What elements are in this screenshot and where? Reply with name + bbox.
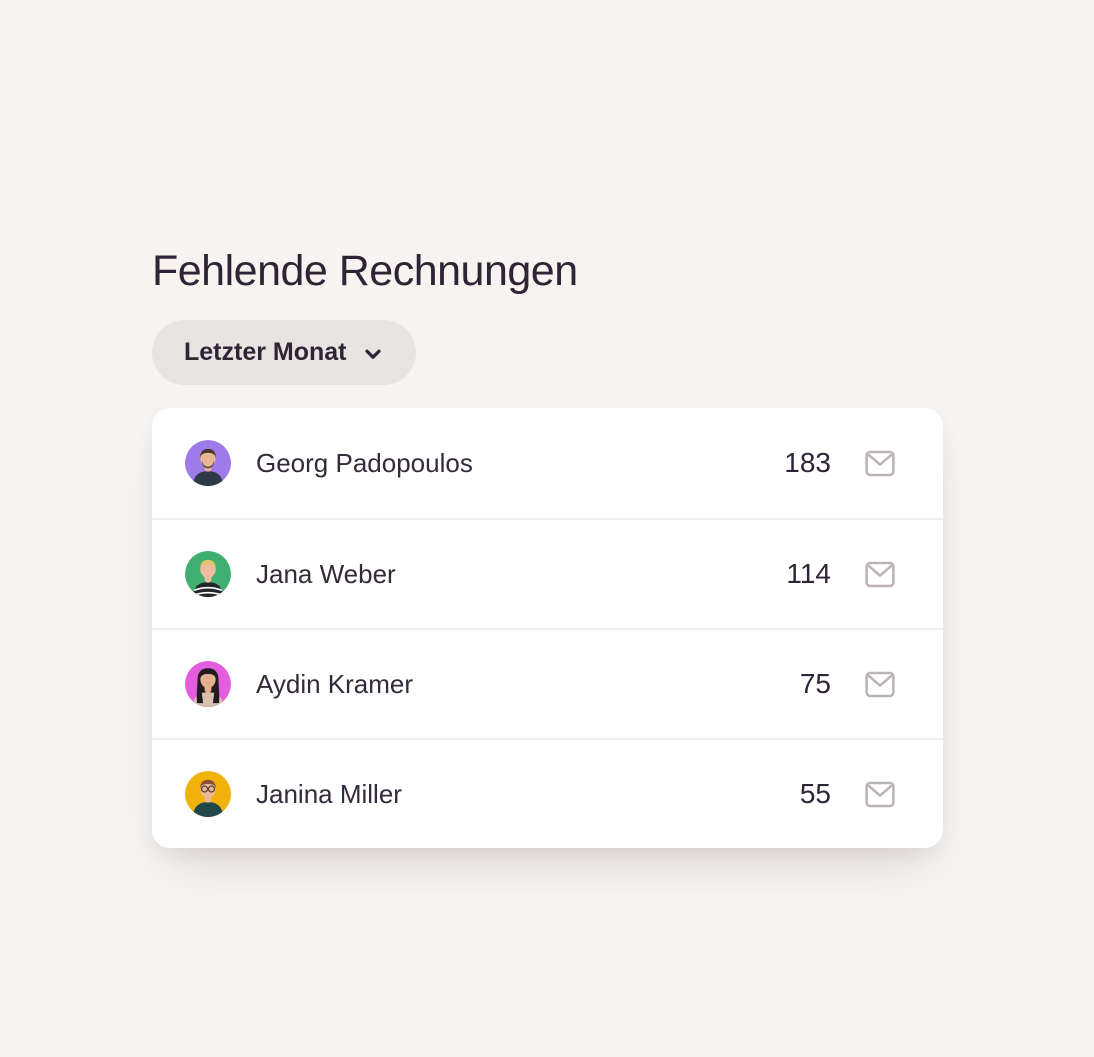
person-name: Jana Weber bbox=[256, 558, 396, 589]
mail-icon[interactable] bbox=[865, 450, 895, 477]
avatar bbox=[185, 440, 231, 486]
list-item: Georg Padopoulos 183 bbox=[152, 408, 943, 518]
filter-dropdown[interactable]: Letzter Monat bbox=[152, 320, 416, 385]
missing-invoices-card: Georg Padopoulos 183 Jana Weber 114 Aydi… bbox=[152, 408, 943, 848]
mail-icon[interactable] bbox=[865, 671, 895, 698]
mail-icon[interactable] bbox=[865, 561, 895, 588]
list-item: Janina Miller 55 bbox=[152, 738, 943, 848]
person-name: Janina Miller bbox=[256, 778, 402, 809]
person-name: Georg Padopoulos bbox=[256, 447, 473, 478]
avatar bbox=[185, 551, 231, 597]
invoice-count: 55 bbox=[799, 778, 831, 809]
mail-icon[interactable] bbox=[865, 781, 895, 808]
invoice-count: 114 bbox=[786, 558, 831, 589]
invoice-count: 183 bbox=[784, 447, 831, 478]
avatar bbox=[185, 771, 231, 817]
list-item: Aydin Kramer 75 bbox=[152, 628, 943, 738]
filter-dropdown-label: Letzter Monat bbox=[184, 338, 347, 366]
chevron-down-icon bbox=[362, 343, 384, 365]
invoice-count: 75 bbox=[799, 668, 831, 699]
avatar bbox=[185, 661, 231, 707]
list-item: Jana Weber 114 bbox=[152, 518, 943, 628]
page-title: Fehlende Rechnungen bbox=[152, 246, 578, 295]
person-name: Aydin Kramer bbox=[256, 668, 414, 699]
